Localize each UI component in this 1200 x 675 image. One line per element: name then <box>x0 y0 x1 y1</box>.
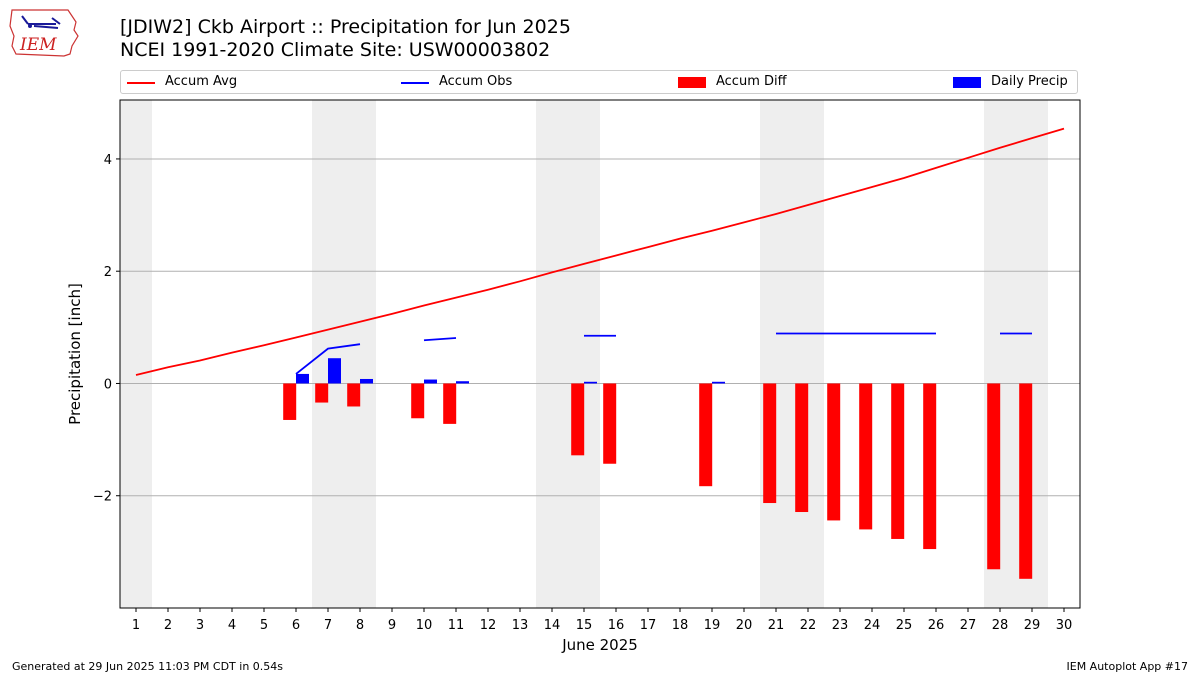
legend-swatch-accum-diff <box>678 77 706 88</box>
x-tick-label: 28 <box>992 618 1009 633</box>
legend-label-accum-obs: Accum Obs <box>439 74 513 89</box>
x-tick-label: 26 <box>928 618 945 633</box>
x-tick-label: 18 <box>672 618 689 633</box>
accum-diff-bar <box>1019 383 1033 579</box>
x-tick-label: 27 <box>960 618 977 633</box>
x-tick-label: 29 <box>1024 618 1041 633</box>
accum-obs-line <box>295 343 361 375</box>
accum-diff-bar <box>795 383 809 513</box>
gridlines <box>120 158 1080 497</box>
x-tick-label: 11 <box>448 618 465 633</box>
daily-precip-bar <box>712 381 725 384</box>
x-tick-label: 17 <box>640 618 657 633</box>
x-tick-label: 24 <box>864 618 881 633</box>
daily-precip-bar <box>328 358 341 384</box>
y-tick-label: −2 <box>93 490 112 505</box>
x-tick-label: 16 <box>608 618 625 633</box>
x-tick-label: 6 <box>292 618 300 633</box>
x-tick-label: 20 <box>736 618 753 633</box>
chart-title: [JDIW2] Ckb Airport :: Precipitation for… <box>120 16 571 38</box>
accum-diff-bar <box>603 383 617 464</box>
x-tick-label: 15 <box>576 618 593 633</box>
chart-subtitle: NCEI 1991-2020 Climate Site: USW00003802 <box>120 39 551 61</box>
weekend-band <box>120 100 152 608</box>
y-tick-label: 4 <box>104 153 112 168</box>
accum-diff-bar <box>443 383 457 424</box>
legend-label-accum-diff: Accum Diff <box>716 74 787 89</box>
x-tick-label: 3 <box>196 618 204 633</box>
accum-diff-bar <box>347 383 361 407</box>
x-tick-label: 5 <box>260 618 268 633</box>
accum-diff-bar <box>571 383 585 456</box>
accum-diff-bar <box>411 383 425 419</box>
x-tick-label: 22 <box>800 618 817 633</box>
accum-diff-bar <box>283 383 297 420</box>
plot-frame <box>119 99 1081 609</box>
bars <box>283 358 1033 579</box>
daily-precip-bar <box>296 373 309 384</box>
y-tick-label: 0 <box>104 377 112 392</box>
daily-precip-bar <box>360 378 373 384</box>
x-tick-label: 21 <box>768 618 785 633</box>
x-tick-label: 10 <box>416 618 433 633</box>
footer-generated: Generated at 29 Jun 2025 11:03 PM CDT in… <box>12 660 284 673</box>
x-tick-label: 2 <box>164 618 172 633</box>
accum-diff-bar <box>923 383 937 550</box>
weather-station-icon <box>21 15 61 29</box>
accum-obs-line <box>423 337 457 342</box>
accum-diff-bar <box>315 383 329 403</box>
x-tick-label: 7 <box>324 618 332 633</box>
accum-diff-bar <box>987 383 1001 570</box>
iem-logo: IEM <box>9 9 79 57</box>
accum-diff-bar <box>763 383 777 504</box>
x-tick-label: 23 <box>832 618 849 633</box>
x-axis-label: June 2025 <box>561 636 638 654</box>
x-tick-label: 4 <box>228 618 236 633</box>
logo-text: IEM <box>19 35 57 55</box>
x-tick-label: 1 <box>132 618 140 633</box>
x-tick-label: 9 <box>388 618 396 633</box>
lines <box>135 127 1065 376</box>
footer-app: IEM Autoplot App #17 <box>1066 660 1189 673</box>
x-tick-label: 12 <box>480 618 497 633</box>
daily-precip-bar <box>584 381 597 384</box>
daily-precip-bar <box>456 381 469 384</box>
accum-diff-bar <box>827 383 841 521</box>
x-tick-label: 25 <box>896 618 913 633</box>
accum-diff-bar <box>699 383 713 487</box>
legend-label-daily-precip: Daily Precip <box>991 74 1068 89</box>
weekend-band <box>760 100 824 608</box>
x-tick-label: 8 <box>356 618 364 633</box>
x-tick-label: 30 <box>1056 618 1073 633</box>
x-tick-label: 14 <box>544 618 561 633</box>
legend-label-accum-avg: Accum Avg <box>165 74 238 89</box>
y-axis-label: Precipitation [inch] <box>66 283 84 425</box>
weekend-bands <box>120 100 1048 608</box>
legend-swatch-accum-obs <box>401 82 429 84</box>
accum-avg-line <box>135 127 1065 376</box>
accum-diff-bar <box>891 383 905 539</box>
legend: Accum Avg Accum Obs Accum Diff Daily Pre… <box>120 70 1078 94</box>
accum-diff-bar <box>859 383 873 530</box>
weekend-band <box>536 100 600 608</box>
legend-swatch-accum-avg <box>127 82 155 84</box>
legend-swatch-daily-precip <box>953 77 981 88</box>
y-tick-label: 2 <box>104 265 112 280</box>
x-tick-label: 19 <box>704 618 721 633</box>
daily-precip-bar <box>424 379 437 384</box>
x-tick-label: 13 <box>512 618 529 633</box>
